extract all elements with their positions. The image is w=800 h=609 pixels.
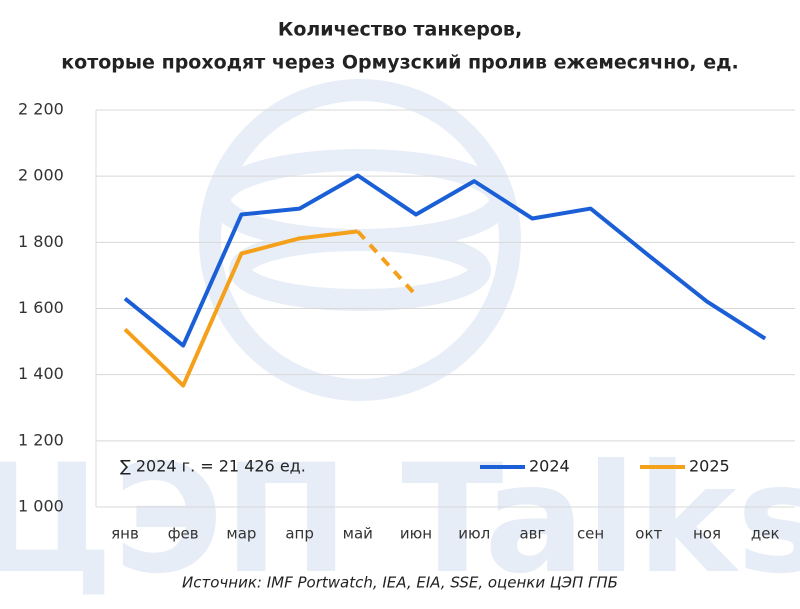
watermark: ЦЭП Talks: [0, 433, 800, 607]
source: Источник: IMF Portwatch, IEA, EIA, SSE, …: [182, 574, 618, 592]
y-tick-label: 1 800: [18, 232, 64, 251]
x-tick-label: ноя: [693, 525, 721, 543]
annotation: ∑ 2024 г. = 21 426 ед.: [120, 457, 306, 476]
legend-label: 2024: [529, 457, 570, 476]
x-tick-label: сен: [577, 525, 604, 543]
watermark-logo: [199, 79, 521, 401]
chart-title: Количество танкеров,: [278, 19, 522, 41]
y-tick-label: 1 200: [18, 430, 64, 449]
x-tick-label: июн: [400, 525, 432, 543]
x-tick-label: мар: [226, 525, 256, 543]
y-tick-label: 2 200: [18, 100, 64, 119]
y-tick-label: 1 000: [18, 497, 64, 516]
x-tick-label: янв: [111, 525, 139, 543]
x-tick-label: июл: [458, 525, 490, 543]
y-tick-label: 1 400: [18, 364, 64, 383]
legend-label: 2025: [689, 457, 730, 476]
y-tick-label: 2 000: [18, 166, 64, 185]
series-line: [123, 173, 767, 348]
x-tick-label: апр: [285, 525, 314, 543]
x-tick-label: май: [343, 525, 373, 543]
y-tick-label: 1 600: [18, 298, 64, 317]
chart-subtitle: которые проходят через Ормузский пролив …: [61, 52, 738, 74]
x-tick-label: авг: [519, 525, 545, 543]
series-line: [356, 230, 418, 297]
x-tick-label: фев: [168, 525, 199, 543]
x-tick-label: окт: [635, 525, 662, 543]
x-tick-label: дек: [751, 525, 780, 543]
series-line: [123, 229, 359, 388]
